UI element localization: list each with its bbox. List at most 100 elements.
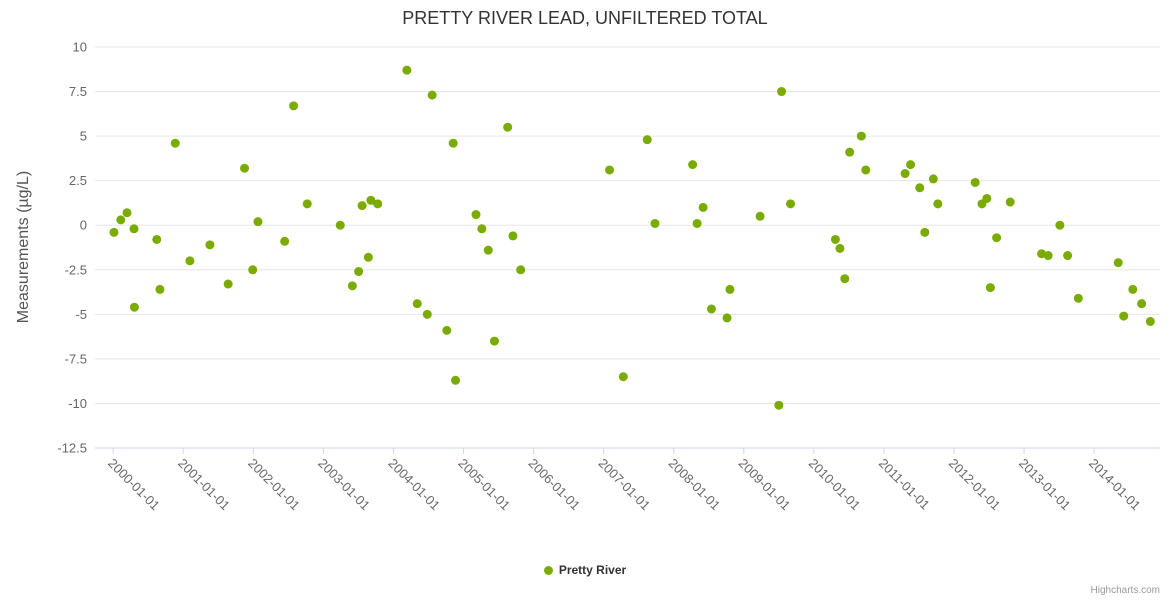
data-point[interactable]: [442, 325, 452, 335]
data-point[interactable]: [985, 283, 995, 293]
data-point[interactable]: [786, 199, 796, 209]
legend-item-label: Pretty River: [558, 563, 627, 577]
x-axis-tick-label: 2013-01-01: [1016, 456, 1074, 514]
y-axis-tick-label: -2.5: [65, 262, 87, 277]
x-axis-tick-label: 2002-01-01: [245, 456, 303, 514]
data-point[interactable]: [840, 274, 850, 284]
y-axis-tick-label: 5: [80, 129, 87, 144]
data-point[interactable]: [347, 281, 357, 291]
data-point[interactable]: [642, 135, 652, 145]
x-axis-tick-label: 2009-01-01: [736, 456, 794, 514]
y-axis-tick-label: -10: [68, 396, 87, 411]
data-point[interactable]: [650, 218, 660, 228]
data-point[interactable]: [129, 302, 139, 312]
data-point[interactable]: [856, 131, 866, 141]
data-point[interactable]: [906, 160, 916, 170]
data-point[interactable]: [688, 160, 698, 170]
data-point[interactable]: [109, 227, 119, 237]
data-point[interactable]: [152, 234, 162, 244]
data-point[interactable]: [248, 265, 258, 275]
data-point[interactable]: [508, 231, 518, 241]
data-point[interactable]: [483, 245, 493, 255]
data-point[interactable]: [240, 163, 250, 173]
data-point[interactable]: [830, 234, 840, 244]
data-point[interactable]: [774, 400, 784, 410]
credits-link[interactable]: Highcharts.com: [1090, 585, 1160, 596]
data-point[interactable]: [129, 224, 139, 234]
data-point[interactable]: [354, 267, 364, 277]
data-point[interactable]: [223, 279, 233, 289]
data-point[interactable]: [448, 138, 458, 148]
data-point[interactable]: [373, 199, 383, 209]
data-point[interactable]: [970, 177, 980, 187]
data-point[interactable]: [982, 193, 992, 203]
data-point[interactable]: [489, 336, 499, 346]
data-point[interactable]: [1113, 258, 1123, 268]
data-point[interactable]: [366, 195, 376, 205]
data-point[interactable]: [516, 265, 526, 275]
data-point[interactable]: [605, 165, 615, 175]
x-axis-tick-label: 2011-01-01: [876, 456, 933, 513]
data-point[interactable]: [698, 202, 708, 212]
data-point[interactable]: [185, 256, 195, 266]
data-point[interactable]: [920, 227, 930, 237]
data-point[interactable]: [992, 233, 1002, 243]
x-axis-tick-label: 2012-01-01: [946, 456, 1004, 514]
data-point[interactable]: [1043, 251, 1053, 261]
data-point[interactable]: [861, 165, 871, 175]
data-point[interactable]: [777, 87, 787, 97]
y-axis-tick-label: 0: [80, 218, 87, 233]
data-point[interactable]: [357, 201, 367, 211]
data-point[interactable]: [755, 211, 765, 221]
y-axis-tick-label: -5: [75, 307, 87, 322]
data-point[interactable]: [722, 313, 732, 323]
data-point[interactable]: [170, 138, 180, 148]
data-point[interactable]: [1137, 299, 1147, 309]
data-point[interactable]: [835, 243, 845, 253]
data-point[interactable]: [363, 252, 373, 262]
legend[interactable]: Pretty River: [0, 563, 1170, 577]
data-point[interactable]: [1128, 284, 1138, 294]
data-point[interactable]: [471, 210, 481, 220]
data-point[interactable]: [427, 90, 437, 100]
y-axis-tick-label: -12.5: [57, 441, 87, 456]
y-axis-tick-label: 10: [73, 40, 87, 55]
data-point[interactable]: [618, 372, 628, 382]
chart-title: PRETTY RIVER LEAD, UNFILTERED TOTAL: [402, 8, 768, 28]
data-point[interactable]: [451, 375, 461, 385]
x-axis-tick-label: 2008-01-01: [666, 456, 724, 514]
data-point[interactable]: [1063, 251, 1073, 261]
data-point[interactable]: [402, 65, 412, 75]
data-point[interactable]: [706, 304, 716, 314]
data-point[interactable]: [280, 236, 290, 246]
data-point[interactable]: [335, 220, 345, 230]
y-axis-tick-label: 2.5: [69, 173, 87, 188]
data-point[interactable]: [155, 284, 165, 294]
data-point[interactable]: [503, 122, 513, 132]
data-point[interactable]: [928, 174, 938, 184]
data-point[interactable]: [692, 218, 702, 228]
data-point[interactable]: [122, 208, 132, 218]
data-point[interactable]: [477, 224, 487, 234]
data-point[interactable]: [900, 169, 910, 179]
data-point[interactable]: [933, 199, 943, 209]
data-point[interactable]: [915, 183, 925, 193]
data-point[interactable]: [1145, 316, 1155, 326]
data-point[interactable]: [1073, 293, 1083, 303]
data-point[interactable]: [1005, 197, 1015, 207]
data-point[interactable]: [1055, 220, 1065, 230]
data-point[interactable]: [253, 217, 263, 227]
data-point[interactable]: [725, 284, 735, 294]
y-axis-tick-label: -7.5: [65, 351, 87, 366]
data-point[interactable]: [302, 199, 312, 209]
data-point[interactable]: [845, 147, 855, 157]
data-point[interactable]: [116, 215, 126, 225]
data-point[interactable]: [205, 240, 215, 250]
x-axis-tick-label: 2014-01-01: [1086, 456, 1144, 514]
data-point[interactable]: [289, 101, 299, 111]
legend-marker-icon: [543, 565, 553, 575]
data-point[interactable]: [422, 309, 432, 319]
data-point[interactable]: [1119, 311, 1129, 321]
data-point[interactable]: [412, 299, 422, 309]
y-axis-tick-label: 7.5: [69, 84, 87, 99]
